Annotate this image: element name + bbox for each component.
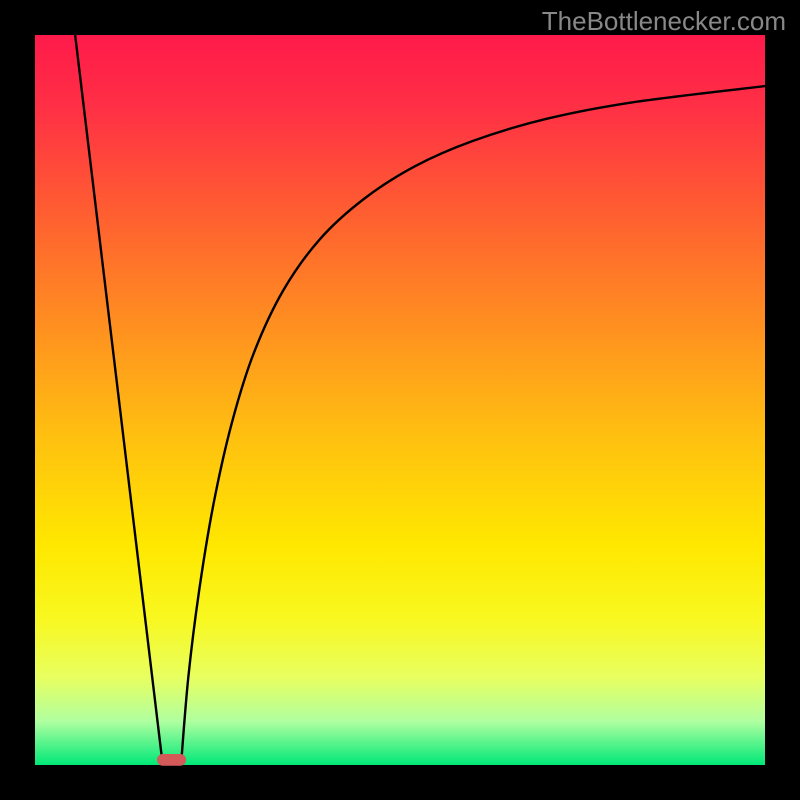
watermark-text: TheBottlenecker.com bbox=[542, 6, 786, 37]
chart-container: { "watermark": { "text": "TheBottlenecke… bbox=[0, 0, 800, 800]
bottleneck-chart bbox=[0, 0, 800, 800]
minimum-marker bbox=[157, 754, 186, 766]
chart-background bbox=[35, 35, 765, 765]
